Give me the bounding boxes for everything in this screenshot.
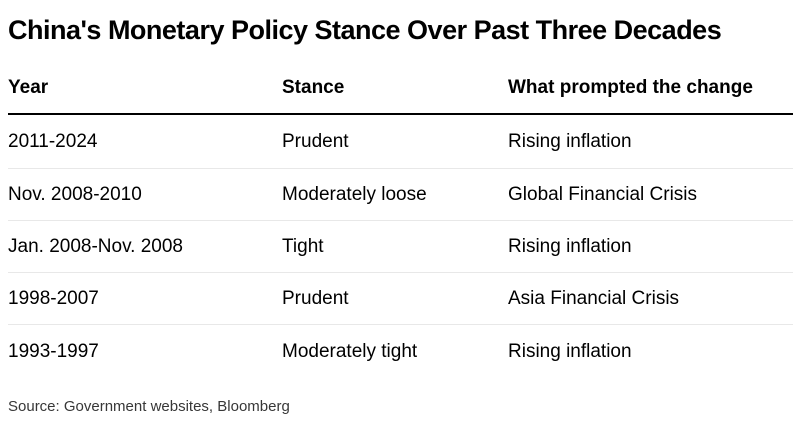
- column-header-reason: What prompted the change: [508, 77, 753, 98]
- cell-reason: Global Financial Crisis: [508, 184, 698, 205]
- cell-year: 1998-2007: [8, 288, 99, 309]
- cell-year: Jan. 2008-Nov. 2008: [8, 236, 183, 257]
- cell-stance: Prudent: [282, 131, 349, 152]
- cell-year: Nov. 2008-2010: [8, 184, 142, 205]
- table-row: 1998-2007 Prudent Asia Financial Crisis: [8, 273, 793, 325]
- table-row: Nov. 2008-2010 Moderately loose Global F…: [8, 169, 793, 221]
- cell-stance: Tight: [282, 236, 324, 257]
- table-header-row: Year Stance What prompted the change: [8, 77, 793, 115]
- cell-reason: Rising inflation: [508, 340, 632, 362]
- source-note: Source: Government websites, Bloomberg: [8, 398, 290, 415]
- table-row: Jan. 2008-Nov. 2008 Tight Rising inflati…: [8, 221, 793, 273]
- cell-stance: Moderately loose: [282, 184, 427, 205]
- cell-reason: Rising inflation: [508, 236, 632, 257]
- cell-stance: Moderately tight: [282, 340, 418, 362]
- cell-year: 2011-2024: [8, 131, 98, 152]
- cell-stance: Prudent: [282, 288, 349, 309]
- column-header-year: Year: [8, 77, 49, 98]
- table-row: 1993-1997 Moderately tight Rising inflat…: [8, 325, 793, 377]
- cell-reason: Asia Financial Crisis: [508, 288, 680, 309]
- table-row: 2011-2024 Prudent Rising inflation: [8, 115, 793, 169]
- chart-title: China's Monetary Policy Stance Over Past…: [8, 15, 722, 45]
- cell-year: 1993-1997: [8, 340, 99, 362]
- cell-reason: Rising inflation: [508, 131, 632, 152]
- column-header-stance: Stance: [282, 77, 345, 98]
